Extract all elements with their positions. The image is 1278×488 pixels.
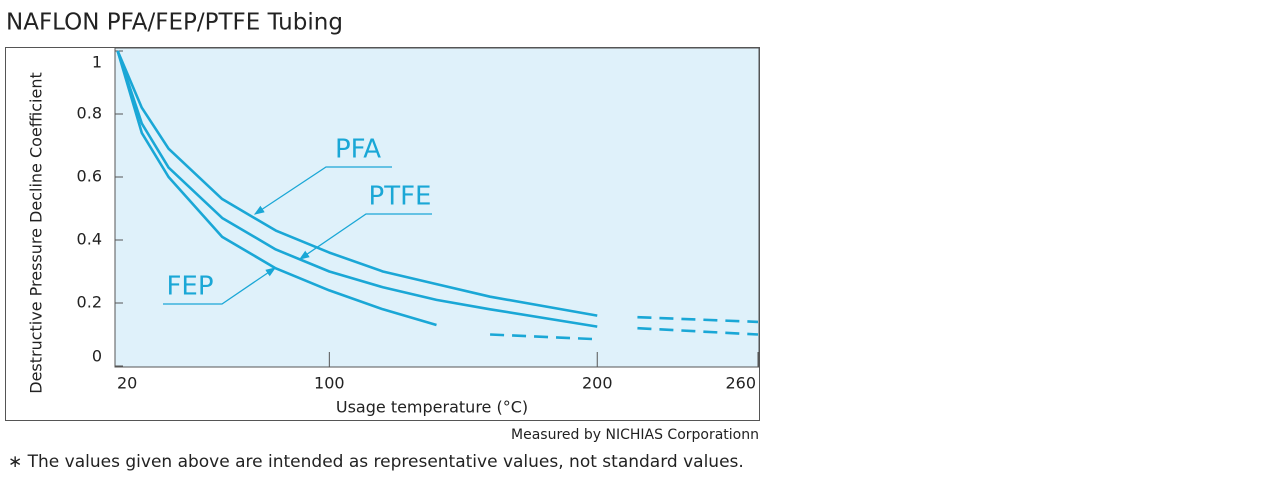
y-axis-title: Destructive Pressure Decline Coefficient [27, 72, 46, 394]
series-label: FEP [166, 272, 213, 302]
leaders [163, 166, 432, 305]
y-tick-label: 0.2 [77, 293, 102, 312]
series-line [116, 50, 598, 328]
pfa-leader [253, 166, 392, 215]
series-line [116, 50, 598, 317]
series-label: PTFE [369, 182, 432, 212]
ptfe-leader [298, 213, 432, 260]
plot-area [114, 47, 760, 368]
y-tick-label: 1 [92, 53, 102, 72]
x-tick-label: 100 [314, 374, 345, 393]
series-line-dashed [637, 326, 759, 336]
y-tick-label: 0 [92, 347, 102, 366]
y-tick-label: 0.6 [77, 167, 102, 186]
x-axis-title: Usage temperature (°C) [336, 398, 528, 417]
note: Measured by NICHIAS Corporationn [511, 427, 759, 443]
x-tick-label: 200 [582, 374, 613, 393]
chart-title: NAFLON PFA/FEP/PTFE Tubing [6, 10, 343, 36]
x-tick-label: 20 [117, 374, 137, 393]
series-line-dashed [490, 333, 598, 341]
series-label: PFA [335, 135, 381, 165]
series-line [116, 50, 437, 327]
y-tick-label: 0.4 [77, 230, 102, 249]
y-tick-label: 0.8 [77, 104, 102, 123]
fep-leader [163, 267, 277, 305]
footnote: ∗ The values given above are intended as… [8, 452, 744, 472]
series-line-dashed [637, 315, 759, 324]
x-tick-label: 260 [725, 374, 756, 393]
